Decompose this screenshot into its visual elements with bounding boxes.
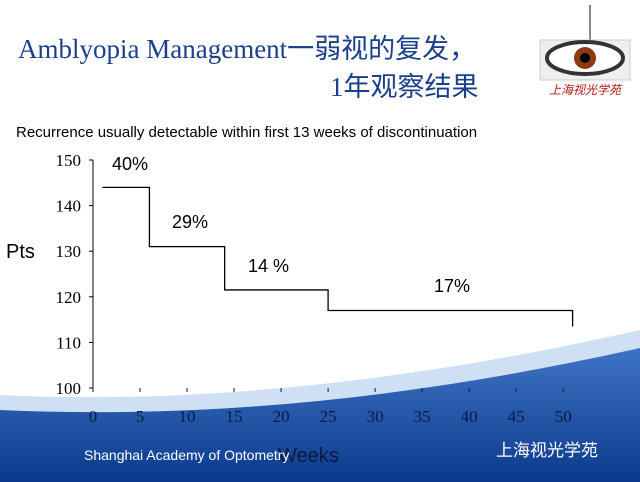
swoosh [0, 348, 640, 482]
y-axis-label: Pts [6, 241, 35, 263]
title: 1年观察结果 [330, 72, 479, 102]
x-tick-label: 25 [320, 407, 337, 426]
annotation: 29% [172, 212, 208, 232]
x-tick-label: 15 [226, 407, 243, 426]
y-tick-label: 150 [56, 151, 82, 170]
y-tick-label: 140 [56, 197, 82, 216]
x-tick-label: 20 [273, 407, 290, 426]
academy: Shanghai Academy of Optometry [84, 447, 289, 463]
annotation: 14 % [248, 256, 289, 276]
x-tick-label: 50 [555, 407, 572, 426]
x-axis-label: Weeks [278, 445, 339, 467]
x-tick-label: 5 [136, 407, 145, 426]
step-line [102, 186, 574, 327]
y-tick-label: 130 [56, 242, 82, 261]
x-tick-label: 10 [179, 407, 196, 426]
x-tick-label: 35 [414, 407, 431, 426]
title: Amblyopia Management一弱视的复发， [18, 34, 476, 64]
x-tick-label: 40 [461, 407, 478, 426]
x-tick-label: 0 [89, 407, 98, 426]
subtitle: Recurrence usually detectable within fir… [16, 124, 477, 141]
watermark: 上海视光学苑 [496, 441, 598, 460]
annotation: 17% [434, 276, 470, 296]
y-tick-label: 110 [56, 333, 81, 352]
y-tick-label: 120 [56, 288, 82, 307]
logo: 上海视光学苑 [539, 5, 631, 97]
y-tick-label: 100 [56, 379, 82, 398]
x-tick-label: 30 [367, 407, 384, 426]
annotation: 40% [112, 154, 148, 174]
x-tick-label: 45 [508, 407, 525, 426]
logo-text: 上海视光学苑 [549, 83, 623, 97]
